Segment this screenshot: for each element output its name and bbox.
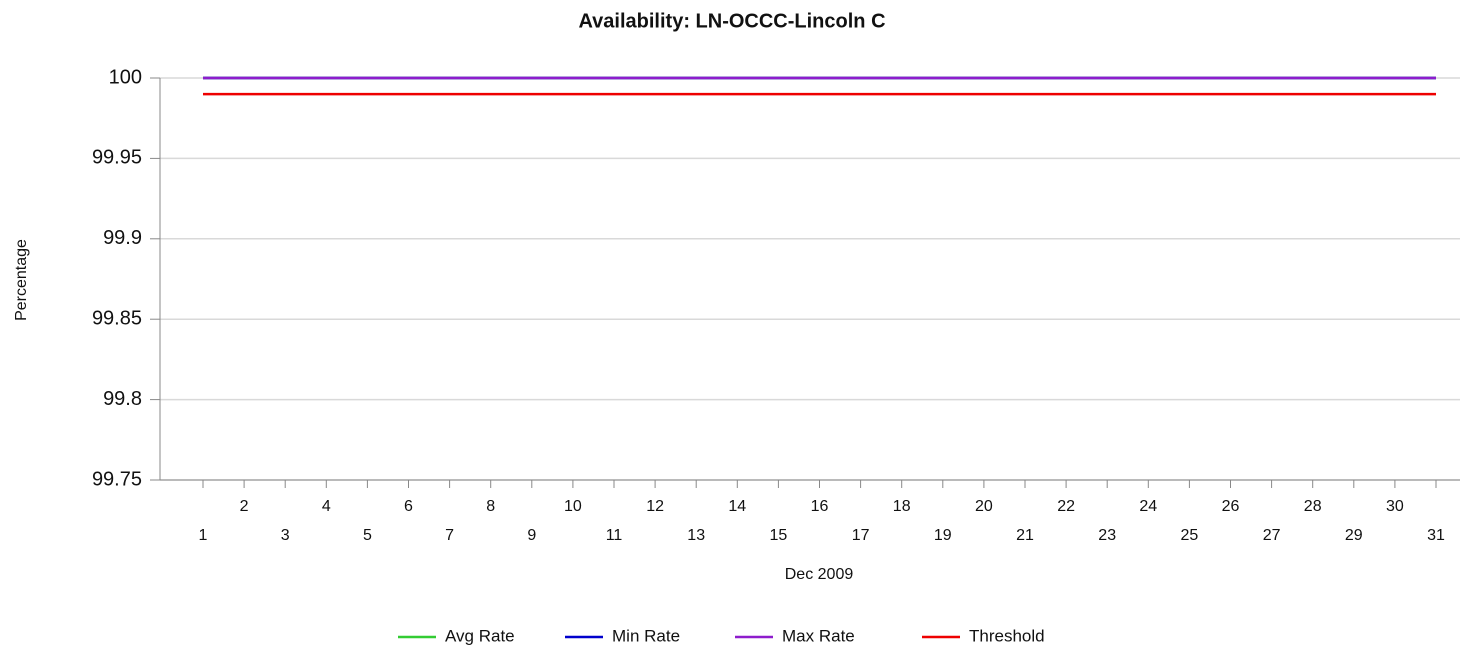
x-tick-label: 2 <box>240 498 249 515</box>
x-tick-label: 18 <box>893 498 911 515</box>
x-tick-label: 8 <box>486 498 495 515</box>
x-tick-label: 10 <box>564 498 582 515</box>
y-tick-label: 100 <box>109 66 142 88</box>
legend-label: Max Rate <box>782 626 855 645</box>
x-tick-label: 3 <box>281 527 290 544</box>
x-tick-label: 11 <box>606 527 623 544</box>
x-tick-label: 29 <box>1345 527 1363 544</box>
x-tick-label: 7 <box>445 527 454 544</box>
chart-title: Availability: LN-OCCC-Lincoln C <box>578 10 885 32</box>
y-tick-label: 99.9 <box>103 227 142 249</box>
x-tick-label: 1 <box>199 527 208 544</box>
x-tick-label: 25 <box>1181 527 1199 544</box>
y-tick-label: 99.8 <box>103 388 142 410</box>
x-tick-label: 12 <box>646 498 664 515</box>
x-tick-label: 30 <box>1386 498 1404 515</box>
y-axis-title: Percentage <box>13 239 30 321</box>
y-tick-label: 99.85 <box>92 307 142 329</box>
x-tick-label: 14 <box>728 498 746 515</box>
x-tick-label: 28 <box>1304 498 1322 515</box>
x-tick-label: 27 <box>1263 527 1281 544</box>
legend-label: Min Rate <box>612 626 680 645</box>
x-tick-label: 4 <box>322 498 331 515</box>
y-tick-label: 99.75 <box>92 468 142 490</box>
x-tick-label: 9 <box>527 527 536 544</box>
x-tick-label: 21 <box>1016 527 1034 544</box>
x-tick-label: 23 <box>1098 527 1116 544</box>
x-tick-label: 22 <box>1057 498 1075 515</box>
x-tick-label: 13 <box>687 527 705 544</box>
x-tick-label: 26 <box>1222 498 1240 515</box>
x-tick-label: 16 <box>811 498 829 515</box>
x-tick-label: 5 <box>363 527 372 544</box>
x-tick-label: 6 <box>404 498 413 515</box>
y-tick-label: 99.95 <box>92 147 142 169</box>
legend-label: Avg Rate <box>445 626 515 645</box>
x-tick-label: 24 <box>1139 498 1157 515</box>
x-tick-label: 19 <box>934 527 952 544</box>
x-tick-label: 17 <box>852 527 870 544</box>
x-tick-label: 31 <box>1427 527 1445 544</box>
x-tick-label: 15 <box>770 527 788 544</box>
x-axis-title: Dec 2009 <box>785 566 854 583</box>
legend-label: Threshold <box>969 626 1045 645</box>
x-tick-label: 20 <box>975 498 993 515</box>
